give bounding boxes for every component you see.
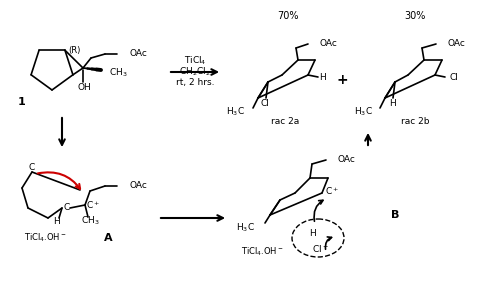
Text: 1: 1 <box>18 97 26 107</box>
Text: OAc: OAc <box>320 40 338 49</box>
Text: TiCl$_4$.OH$^-$: TiCl$_4$.OH$^-$ <box>24 232 66 244</box>
Text: +: + <box>336 73 348 87</box>
Text: rt, 2 hrs.: rt, 2 hrs. <box>176 78 214 88</box>
Text: H$_3$C: H$_3$C <box>354 106 373 118</box>
Text: rac 2a: rac 2a <box>271 117 299 126</box>
Text: C: C <box>29 162 35 172</box>
Text: C: C <box>64 204 70 212</box>
Text: H$_3$C: H$_3$C <box>226 106 245 118</box>
Text: H: H <box>388 100 396 108</box>
Text: H$_3$C: H$_3$C <box>236 222 255 234</box>
Text: H: H <box>318 72 326 81</box>
Text: C$^+$: C$^+$ <box>86 199 100 211</box>
Text: OAc: OAc <box>129 181 147 190</box>
Text: OAc: OAc <box>338 156 356 164</box>
Text: Cl: Cl <box>260 100 270 108</box>
Text: CH$_3$: CH$_3$ <box>109 67 128 79</box>
Text: A: A <box>104 233 112 243</box>
Text: OAc: OAc <box>448 40 466 49</box>
Text: 30%: 30% <box>404 11 425 21</box>
Text: Cl: Cl <box>449 72 458 81</box>
Text: C$^+$: C$^+$ <box>325 185 339 197</box>
Text: Cl$^-$: Cl$^-$ <box>312 243 328 254</box>
Text: OAc: OAc <box>129 49 147 58</box>
Text: CH$_2$Cl$_2$: CH$_2$Cl$_2$ <box>179 66 211 78</box>
Text: H: H <box>54 218 60 226</box>
Text: B: B <box>391 210 399 220</box>
Text: (R): (R) <box>68 46 80 55</box>
Text: 70%: 70% <box>277 11 299 21</box>
Text: CH$_3$: CH$_3$ <box>80 215 100 227</box>
Text: OH: OH <box>77 83 91 92</box>
Text: TiCl$_4$.OH$^-$: TiCl$_4$.OH$^-$ <box>240 246 284 258</box>
Text: H: H <box>310 229 316 238</box>
Text: TiCl$_4$: TiCl$_4$ <box>184 55 206 67</box>
Text: rac 2b: rac 2b <box>401 117 429 126</box>
